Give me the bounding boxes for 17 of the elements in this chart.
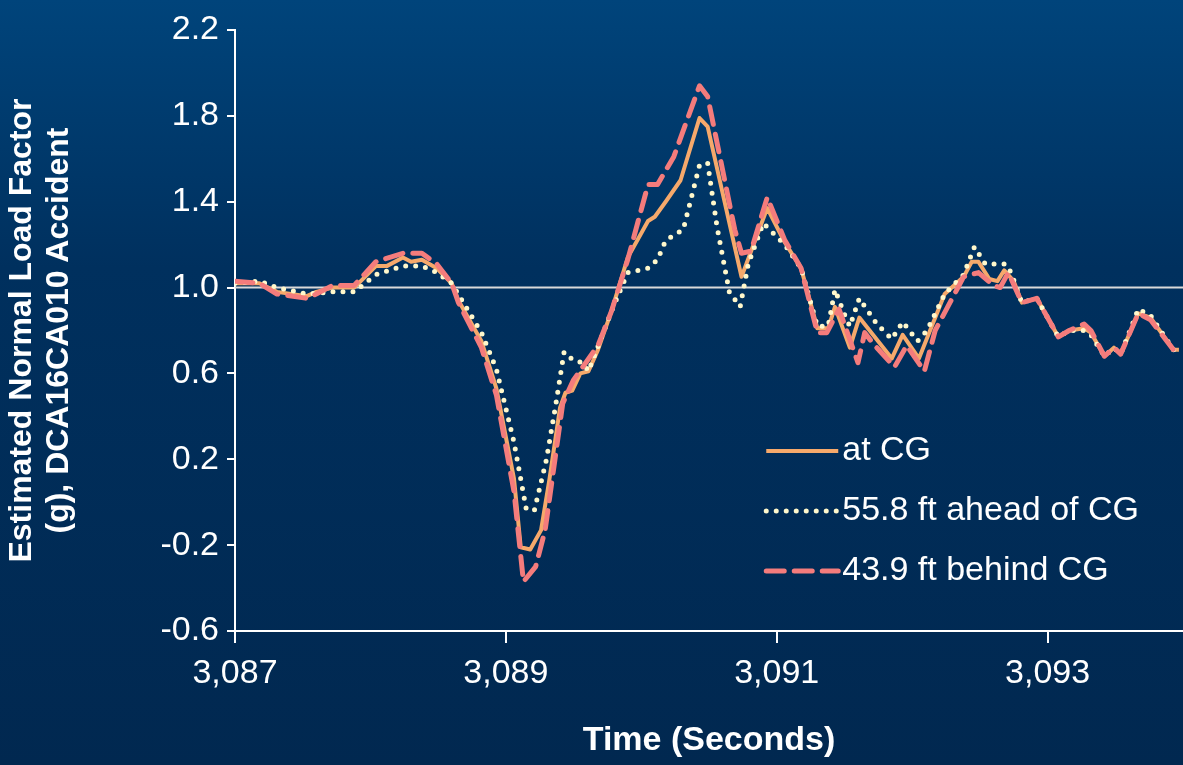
y-tick-label: 0.6 <box>171 351 219 390</box>
x-axis-title: Time (Seconds) <box>582 718 836 757</box>
legend-label: 43.9 ft behind CG <box>842 549 1109 588</box>
y-tick-label: 1.4 <box>171 180 219 219</box>
y-tick-label: -0.6 <box>160 609 219 648</box>
x-tick-label: 3,093 <box>1005 651 1091 690</box>
x-tick-label: 3,089 <box>463 651 549 690</box>
y-tick-label: 2.2 <box>171 8 219 47</box>
y-tick-label: 1.0 <box>171 265 219 304</box>
x-tick-label: 3,091 <box>734 651 820 690</box>
y-axis-title: Estimated Normal Load Factor (g), DCA16CA010 Accident <box>2 98 76 563</box>
y-tick-label: 1.8 <box>171 94 219 133</box>
y-tick-label: -0.2 <box>160 523 219 562</box>
legend-label: 55.8 ft ahead of CG <box>842 489 1140 528</box>
y-tick-label: 0.2 <box>171 437 219 476</box>
legend-label: at CG <box>842 429 932 468</box>
x-tick-label: 3,087 <box>192 651 278 690</box>
